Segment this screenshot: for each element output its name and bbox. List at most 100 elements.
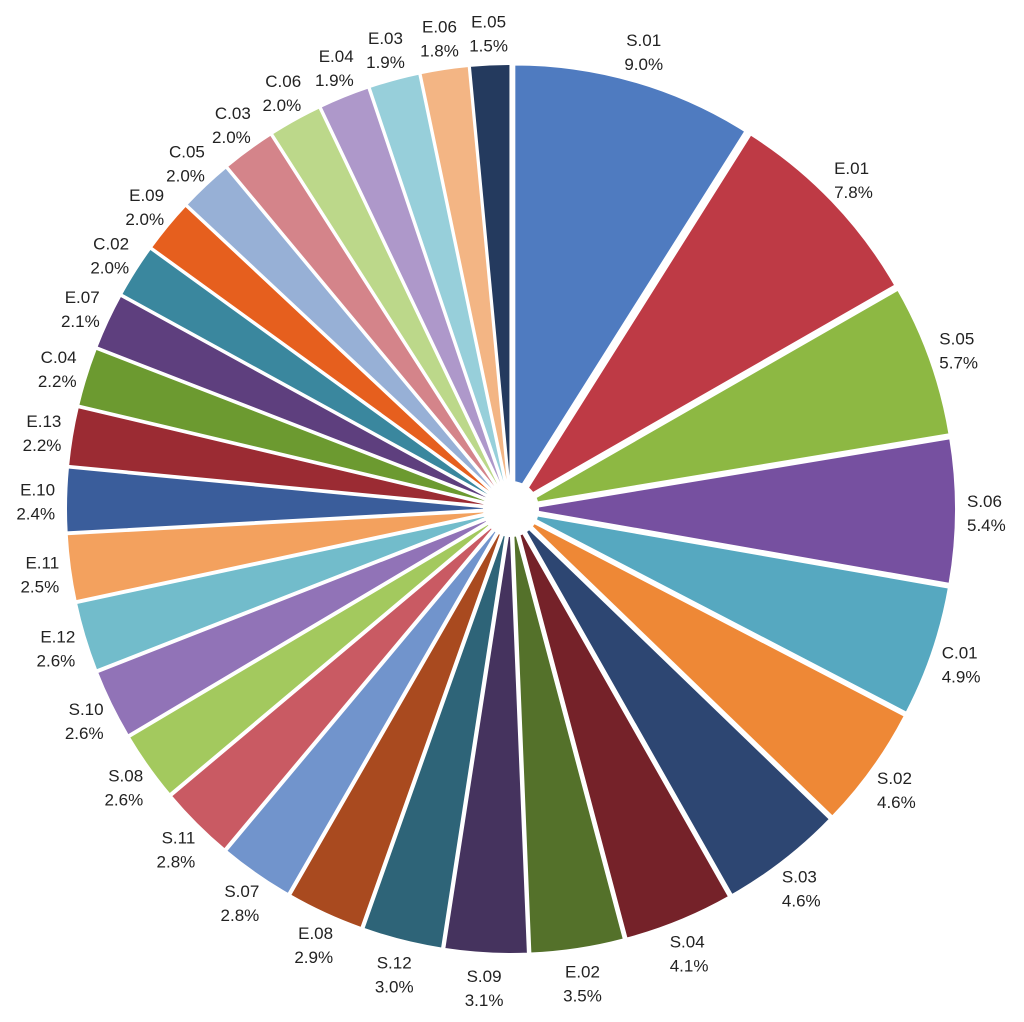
data-label-s-08: S.08 2.6% <box>104 767 143 810</box>
slice-label-name: E.06 <box>422 17 457 36</box>
slice-c-01 <box>521 511 951 715</box>
slice-label-percent: 1.9% <box>315 71 354 90</box>
slice-e-07 <box>95 294 501 505</box>
slice-label-name: S.10 <box>69 700 104 719</box>
data-label-s-04: S.04 4.1% <box>670 933 709 976</box>
slice-label-name: E.11 <box>25 553 59 572</box>
slice-label-percent: 5.4% <box>967 516 1006 535</box>
slice-s-09 <box>443 520 529 955</box>
slice-label-percent: 2.0% <box>212 128 251 147</box>
slice-label-name: E.01 <box>834 159 869 178</box>
center-hole <box>483 481 539 537</box>
data-label-e-05: E.05 1.5% <box>469 13 508 56</box>
data-label-c-05: C.05 2.0% <box>166 142 205 185</box>
slice-label-name: C.05 <box>169 142 205 161</box>
slice-c-03 <box>225 133 505 500</box>
slice-label-name: S.08 <box>108 767 143 786</box>
data-label-s-05: S.05 5.7% <box>939 330 978 373</box>
slice-label-name: S.02 <box>877 769 912 788</box>
data-label-e-06: E.06 1.8% <box>420 17 459 60</box>
data-label-c-03: C.03 2.0% <box>212 104 251 147</box>
data-label-s-03: S.03 4.6% <box>782 868 821 911</box>
data-label-e-08: E.08 2.9% <box>294 924 333 967</box>
slice-e-05 <box>468 63 512 498</box>
data-label-e-04: E.04 1.9% <box>315 47 354 90</box>
slice-e-13 <box>67 405 500 509</box>
slice-label-name: E.13 <box>26 412 61 431</box>
slice-label-percent: 4.9% <box>942 667 981 686</box>
slice-c-06 <box>270 106 507 500</box>
slice-label-name: C.01 <box>942 643 978 662</box>
slice-label-percent: 2.8% <box>221 906 260 925</box>
slice-label-percent: 3.5% <box>563 987 602 1006</box>
slice-label-percent: 2.0% <box>262 96 301 115</box>
slice-label-name: S.07 <box>224 882 259 901</box>
slice-label-percent: 9.0% <box>624 55 663 74</box>
slice-label-percent: 2.8% <box>157 852 196 871</box>
slice-label-percent: 2.5% <box>20 577 59 596</box>
slice-s-02 <box>520 515 907 819</box>
slice-c-02 <box>119 247 502 504</box>
slice-e-03 <box>368 72 509 498</box>
slice-e-10 <box>65 466 500 534</box>
data-label-s-10: S.10 2.6% <box>65 700 104 743</box>
data-label-e-10: E.10 2.4% <box>16 480 55 523</box>
slice-label-name: E.08 <box>298 924 333 943</box>
slice-e-09 <box>149 204 503 503</box>
slice-label-percent: 2.6% <box>37 652 76 671</box>
data-label-s-12: S.12 3.0% <box>375 954 414 997</box>
data-label-s-07: S.07 2.8% <box>221 882 260 925</box>
data-label-e-07: E.07 2.1% <box>61 288 100 331</box>
slice-label-name: C.02 <box>93 234 129 253</box>
slice-s-03 <box>517 517 832 897</box>
data-label-e-13: E.13 2.2% <box>23 412 62 455</box>
slice-s-07 <box>224 518 505 896</box>
slice-label-name: S.11 <box>162 828 196 847</box>
slice-label-name: E.07 <box>65 288 100 307</box>
slice-s-08 <box>127 515 502 796</box>
slice-label-name: S.01 <box>626 31 661 50</box>
slice-e-01 <box>518 133 897 502</box>
slice-label-percent: 1.8% <box>420 41 459 60</box>
slice-label-name: E.12 <box>40 628 75 647</box>
slice-label-percent: 1.9% <box>366 53 405 72</box>
slice-label-percent: 2.0% <box>166 166 205 185</box>
slice-s-06 <box>522 437 957 585</box>
data-label-e-12: E.12 2.6% <box>37 628 76 671</box>
slice-label-percent: 4.1% <box>670 957 709 976</box>
slice-e-02 <box>511 520 626 955</box>
slice-label-name: C.04 <box>41 348 77 367</box>
data-labels: S.01 9.0% E.01 7.8% S.05 5.7% S.06 5.4% C.01 4.9%… <box>16 13 1005 1011</box>
slice-e-06 <box>419 64 511 498</box>
slice-label-name: S.03 <box>782 868 817 887</box>
slice-label-percent: 2.1% <box>61 312 100 331</box>
slice-label-percent: 1.5% <box>469 37 508 56</box>
slice-label-name: C.03 <box>215 104 251 123</box>
slice-label-percent: 3.1% <box>465 991 504 1010</box>
slice-label-percent: 2.2% <box>38 372 77 391</box>
slice-c-05 <box>185 166 504 502</box>
data-label-s-02: S.02 4.6% <box>877 769 916 812</box>
slice-label-percent: 5.7% <box>939 354 978 373</box>
data-label-s-09: S.09 3.1% <box>465 967 504 1010</box>
slice-label-name: E.10 <box>20 480 55 499</box>
data-label-c-04: C.04 2.2% <box>38 348 77 391</box>
slice-s-01 <box>513 63 747 501</box>
slice-label-name: S.09 <box>467 967 502 986</box>
slice-label-percent: 7.8% <box>834 183 873 202</box>
slice-s-04 <box>514 519 731 940</box>
slice-label-percent: 2.6% <box>104 791 143 810</box>
slice-label-name: S.12 <box>377 954 412 973</box>
slice-label-percent: 2.0% <box>90 258 129 277</box>
slice-label-name: E.02 <box>565 963 600 982</box>
data-label-c-02: C.02 2.0% <box>90 234 129 277</box>
data-label-c-06: C.06 2.0% <box>262 72 301 115</box>
slice-label-name: E.05 <box>471 13 506 32</box>
slice-label-name: E.04 <box>319 47 354 66</box>
slice-e-12 <box>74 511 500 672</box>
slice-label-name: S.05 <box>939 330 974 349</box>
slice-label-percent: 4.6% <box>877 793 916 812</box>
data-label-e-03: E.03 1.9% <box>366 29 405 72</box>
slice-label-percent: 2.6% <box>65 724 104 743</box>
